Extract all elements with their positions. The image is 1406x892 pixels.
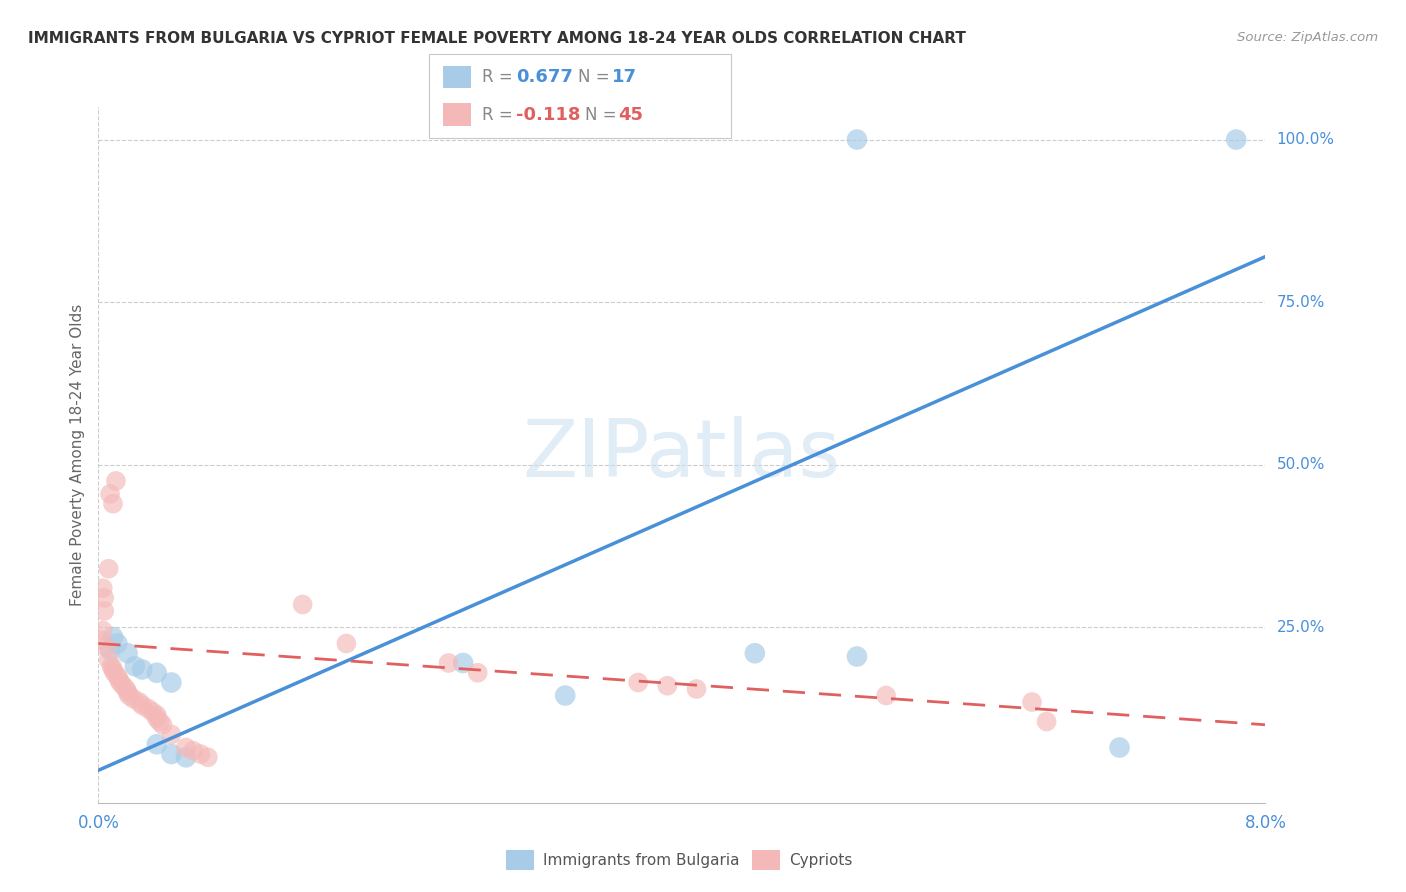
- Point: [128, 695, 150, 709]
- Point: [103, 665, 125, 680]
- Text: 75.0%: 75.0%: [1277, 294, 1324, 310]
- Text: 50.0%: 50.0%: [1277, 458, 1324, 472]
- Point: [97, 653, 120, 667]
- Point: [108, 672, 131, 686]
- Point: [845, 132, 868, 146]
- Point: [136, 701, 159, 715]
- Text: N =: N =: [585, 105, 621, 123]
- Text: -0.118: -0.118: [516, 105, 581, 123]
- Text: 45: 45: [619, 105, 644, 123]
- Point: [131, 698, 153, 713]
- Point: [110, 675, 132, 690]
- Point: [152, 718, 174, 732]
- Point: [91, 581, 114, 595]
- Point: [451, 656, 474, 670]
- Text: Immigrants from Bulgaria: Immigrants from Bulgaria: [543, 854, 740, 868]
- Point: [94, 640, 117, 654]
- Point: [467, 665, 489, 680]
- Point: [744, 646, 766, 660]
- Text: IMMIGRANTS FROM BULGARIA VS CYPRIOT FEMALE POVERTY AMONG 18-24 YEAR OLDS CORRELA: IMMIGRANTS FROM BULGARIA VS CYPRIOT FEMA…: [28, 31, 966, 46]
- Point: [160, 747, 183, 761]
- Point: [181, 744, 204, 758]
- Text: ZIPatlas: ZIPatlas: [523, 416, 841, 494]
- Point: [160, 727, 183, 741]
- Point: [131, 663, 153, 677]
- Point: [190, 747, 212, 761]
- Point: [1225, 132, 1247, 146]
- Text: Cypriots: Cypriots: [789, 854, 852, 868]
- Point: [115, 681, 138, 696]
- Point: [146, 711, 169, 725]
- Point: [141, 705, 163, 719]
- Y-axis label: Female Poverty Among 18-24 Year Olds: Female Poverty Among 18-24 Year Olds: [69, 304, 84, 606]
- Text: 25.0%: 25.0%: [1277, 620, 1324, 635]
- Point: [554, 689, 576, 703]
- Point: [122, 691, 145, 706]
- Point: [160, 675, 183, 690]
- Point: [93, 604, 115, 618]
- Point: [146, 737, 169, 751]
- Point: [97, 562, 120, 576]
- Point: [1108, 740, 1130, 755]
- Point: [105, 669, 128, 683]
- Point: [98, 643, 121, 657]
- Point: [91, 624, 114, 638]
- Point: [1021, 695, 1043, 709]
- Point: [685, 681, 707, 696]
- Point: [845, 649, 868, 664]
- Point: [93, 591, 115, 605]
- Point: [174, 740, 197, 755]
- Text: Source: ZipAtlas.com: Source: ZipAtlas.com: [1237, 31, 1378, 45]
- Point: [117, 685, 139, 699]
- Point: [104, 474, 127, 488]
- Point: [146, 708, 169, 723]
- Point: [98, 487, 121, 501]
- Point: [101, 663, 124, 677]
- Point: [118, 689, 141, 703]
- Text: 17: 17: [612, 69, 637, 87]
- Point: [197, 750, 219, 764]
- Point: [335, 636, 357, 650]
- Point: [124, 659, 146, 673]
- Point: [657, 679, 679, 693]
- Text: R =: R =: [482, 105, 519, 123]
- Point: [100, 659, 122, 673]
- Point: [437, 656, 460, 670]
- Text: 0.677: 0.677: [516, 69, 572, 87]
- Point: [112, 679, 135, 693]
- Point: [101, 630, 124, 644]
- Point: [90, 633, 112, 648]
- Point: [105, 636, 128, 650]
- Point: [101, 497, 124, 511]
- Text: N =: N =: [578, 69, 614, 87]
- Point: [146, 665, 169, 680]
- Point: [627, 675, 650, 690]
- Point: [117, 646, 139, 660]
- Point: [149, 714, 172, 729]
- Point: [1035, 714, 1057, 729]
- Point: [875, 689, 897, 703]
- Text: R =: R =: [482, 69, 519, 87]
- Text: 100.0%: 100.0%: [1277, 132, 1334, 147]
- Point: [174, 750, 197, 764]
- Point: [291, 598, 314, 612]
